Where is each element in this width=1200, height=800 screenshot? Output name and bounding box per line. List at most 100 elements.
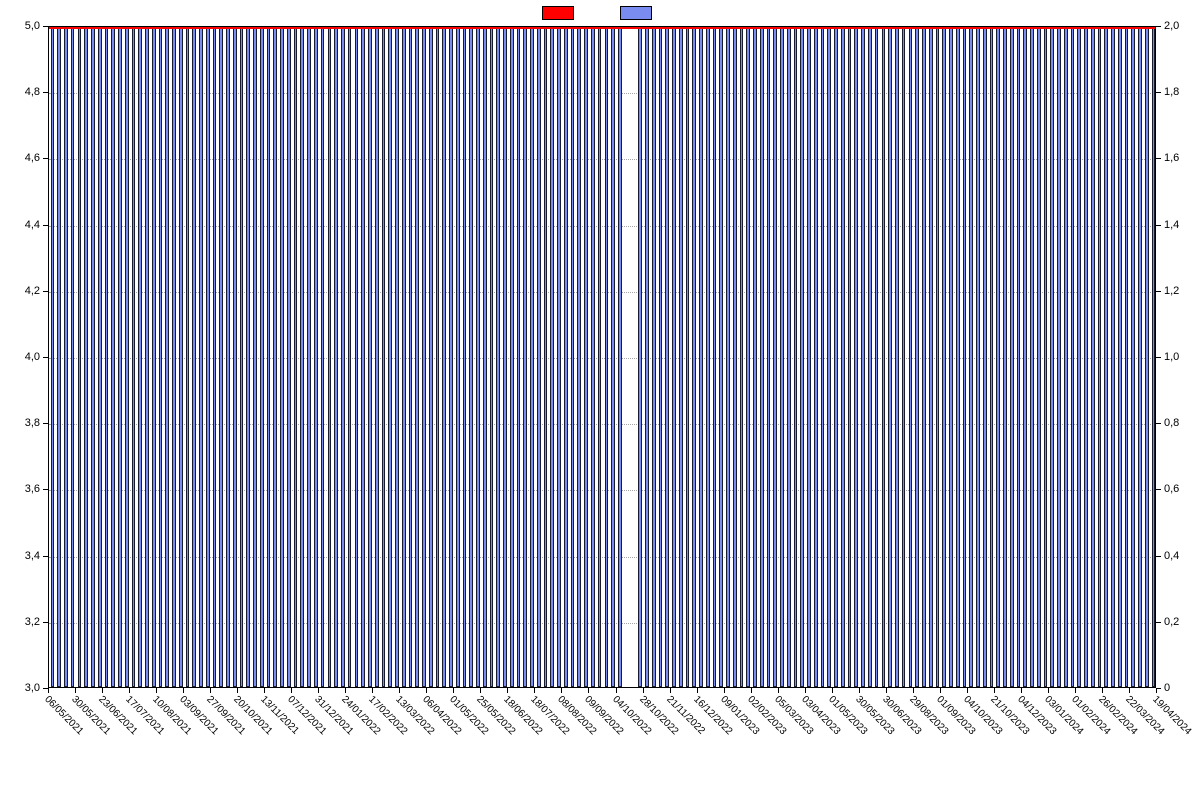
x-tick [183, 688, 184, 693]
legend-swatch-blue [620, 6, 652, 20]
bar [260, 27, 264, 687]
bar [375, 27, 379, 687]
bar [976, 27, 980, 687]
bar [78, 27, 82, 687]
bar [469, 27, 473, 687]
bar [1145, 27, 1149, 687]
x-tick [507, 688, 508, 693]
bar [355, 27, 359, 687]
bar [929, 27, 933, 687]
bar [571, 27, 575, 687]
bar [1138, 27, 1142, 687]
bar [753, 27, 757, 687]
bar [382, 27, 386, 687]
bar [84, 27, 88, 687]
bar [719, 27, 723, 687]
y-left-tick [43, 489, 48, 490]
bar [159, 27, 163, 687]
bar [760, 27, 764, 687]
y-right-label: 1,2 [1164, 285, 1179, 297]
bar [990, 27, 994, 687]
bar [1010, 27, 1014, 687]
bar [273, 27, 277, 687]
y-right-label: 0,4 [1164, 550, 1179, 562]
bar [307, 27, 311, 687]
bar [996, 27, 1000, 687]
y-right-tick [1156, 92, 1161, 93]
bar [969, 27, 973, 687]
x-tick [697, 688, 698, 693]
bar [496, 27, 500, 687]
bar [544, 27, 548, 687]
bar [942, 27, 946, 687]
bar [692, 27, 696, 687]
bar [672, 27, 676, 687]
x-tick [210, 688, 211, 693]
bar [456, 27, 460, 687]
y-right-tick [1156, 26, 1161, 27]
x-tick [237, 688, 238, 693]
bar [422, 27, 426, 687]
bar [922, 27, 926, 687]
y-right-label: 1,6 [1164, 152, 1179, 164]
bar [402, 27, 406, 687]
bar [463, 27, 467, 687]
x-tick [751, 688, 752, 693]
x-tick [156, 688, 157, 693]
x-tick [805, 688, 806, 693]
y-left-tick [43, 291, 48, 292]
x-tick [399, 688, 400, 693]
bar [848, 27, 852, 687]
bar [537, 27, 541, 687]
y-left-label: 3,4 [0, 550, 40, 562]
bar [909, 27, 913, 687]
bar [1017, 27, 1021, 687]
x-tick [994, 688, 995, 693]
bar [436, 27, 440, 687]
x-tick [832, 688, 833, 693]
y-left-label: 4,0 [0, 351, 40, 363]
x-tick [886, 688, 887, 693]
bar [530, 27, 534, 687]
bar [827, 27, 831, 687]
bar [179, 27, 183, 687]
y-right-label: 1,0 [1164, 351, 1179, 363]
y-right-tick [1156, 158, 1161, 159]
y-left-tick [43, 92, 48, 93]
bar [280, 27, 284, 687]
bar [814, 27, 818, 687]
bar [125, 27, 129, 687]
bar [1077, 27, 1081, 687]
x-tick [48, 688, 49, 693]
bar [665, 27, 669, 687]
bar [882, 27, 886, 687]
bar [213, 27, 217, 687]
bar [638, 27, 642, 687]
legend-item-blue [620, 4, 658, 22]
x-tick [534, 688, 535, 693]
bar [368, 27, 372, 687]
x-tick [264, 688, 265, 693]
bar [1131, 27, 1135, 687]
y-right-tick [1156, 357, 1161, 358]
bar [71, 27, 75, 687]
x-tick [588, 688, 589, 693]
legend-item-red [542, 4, 580, 22]
bar [523, 27, 527, 687]
bar [51, 27, 55, 687]
y-right-tick [1156, 622, 1161, 623]
y-right-label: 0 [1164, 682, 1170, 694]
bar [699, 27, 703, 687]
y-right-label: 1,8 [1164, 86, 1179, 98]
bar [233, 27, 237, 687]
y-left-label: 3,8 [0, 417, 40, 429]
bar [591, 27, 595, 687]
x-tick [1075, 688, 1076, 693]
bar [557, 27, 561, 687]
y-left-label: 4,2 [0, 285, 40, 297]
bar [145, 27, 149, 687]
bar [165, 27, 169, 687]
bar [503, 27, 507, 687]
bar [963, 27, 967, 687]
bar [334, 27, 338, 687]
